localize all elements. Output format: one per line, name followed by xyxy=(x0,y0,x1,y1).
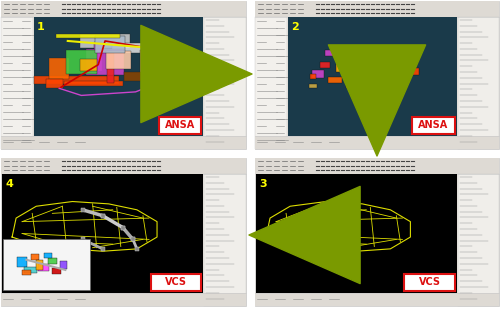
Bar xyxy=(398,63,407,69)
Bar xyxy=(1,158,246,306)
Bar xyxy=(384,47,394,53)
FancyBboxPatch shape xyxy=(148,63,164,80)
FancyBboxPatch shape xyxy=(49,57,70,79)
Bar xyxy=(320,62,330,68)
Bar xyxy=(121,226,125,230)
Bar xyxy=(288,17,456,136)
Bar xyxy=(312,70,324,78)
Text: VCS: VCS xyxy=(418,277,440,287)
Bar xyxy=(38,264,49,271)
Text: 2: 2 xyxy=(290,22,298,32)
Bar xyxy=(1,1,246,17)
Bar xyxy=(151,274,202,291)
Bar xyxy=(410,68,418,75)
Text: 3: 3 xyxy=(259,179,266,189)
Bar xyxy=(325,50,335,56)
Bar xyxy=(255,17,286,149)
FancyBboxPatch shape xyxy=(95,36,126,53)
FancyBboxPatch shape xyxy=(56,34,120,38)
Bar xyxy=(383,59,395,66)
Bar xyxy=(24,267,37,273)
Bar xyxy=(22,271,30,275)
Bar xyxy=(357,47,370,53)
Bar xyxy=(3,239,90,290)
FancyBboxPatch shape xyxy=(124,72,140,81)
Text: 1: 1 xyxy=(37,22,44,32)
Bar xyxy=(100,214,104,218)
FancyBboxPatch shape xyxy=(86,49,124,75)
Bar xyxy=(404,274,454,291)
Bar xyxy=(336,64,347,72)
Bar xyxy=(398,76,407,84)
Bar xyxy=(255,158,499,306)
Bar xyxy=(458,17,499,149)
Bar xyxy=(17,257,27,267)
FancyBboxPatch shape xyxy=(80,59,96,71)
Bar xyxy=(30,254,40,260)
Bar xyxy=(370,65,380,72)
Bar xyxy=(370,51,382,59)
Bar xyxy=(2,174,203,293)
FancyBboxPatch shape xyxy=(94,41,102,71)
Bar xyxy=(255,1,499,17)
Bar xyxy=(159,117,202,134)
FancyBboxPatch shape xyxy=(66,51,96,74)
Bar xyxy=(336,53,347,60)
Bar xyxy=(131,237,135,241)
Bar xyxy=(383,73,395,80)
Bar xyxy=(256,174,456,293)
Bar xyxy=(135,247,139,251)
Bar xyxy=(100,247,104,251)
Bar xyxy=(52,268,61,274)
Bar xyxy=(309,84,318,88)
Bar xyxy=(121,226,125,230)
Bar xyxy=(255,1,499,149)
FancyBboxPatch shape xyxy=(80,34,130,48)
Bar xyxy=(100,214,104,218)
Bar xyxy=(255,293,499,306)
Bar xyxy=(36,260,43,270)
Bar xyxy=(398,51,406,57)
Text: ANSA: ANSA xyxy=(165,120,196,130)
Text: ANSA: ANSA xyxy=(418,120,448,130)
Bar xyxy=(255,158,499,174)
FancyBboxPatch shape xyxy=(106,53,114,83)
FancyBboxPatch shape xyxy=(46,79,62,88)
FancyBboxPatch shape xyxy=(106,51,132,69)
Bar xyxy=(380,86,390,91)
Bar xyxy=(1,136,246,149)
Bar xyxy=(1,1,246,149)
Bar xyxy=(1,158,246,174)
Bar xyxy=(346,84,358,88)
Bar xyxy=(131,237,135,241)
Bar xyxy=(204,17,246,149)
FancyBboxPatch shape xyxy=(112,43,142,53)
Bar xyxy=(1,293,246,306)
Bar xyxy=(1,17,33,149)
FancyBboxPatch shape xyxy=(140,51,148,74)
Bar xyxy=(458,174,499,306)
Bar xyxy=(44,253,52,258)
FancyBboxPatch shape xyxy=(64,81,123,86)
Text: VCS: VCS xyxy=(165,277,187,287)
Bar xyxy=(310,74,316,79)
Bar xyxy=(412,117,455,134)
Bar xyxy=(34,17,203,136)
Text: 4: 4 xyxy=(5,179,13,189)
Bar xyxy=(328,77,342,83)
Bar xyxy=(411,57,418,63)
Bar xyxy=(352,56,364,63)
Bar xyxy=(350,71,360,78)
Bar xyxy=(48,258,56,264)
Bar xyxy=(204,174,246,306)
Bar xyxy=(80,208,84,212)
Bar xyxy=(60,261,67,269)
Bar xyxy=(255,136,499,149)
Bar xyxy=(80,237,84,241)
FancyBboxPatch shape xyxy=(34,76,118,84)
Bar xyxy=(366,80,378,86)
